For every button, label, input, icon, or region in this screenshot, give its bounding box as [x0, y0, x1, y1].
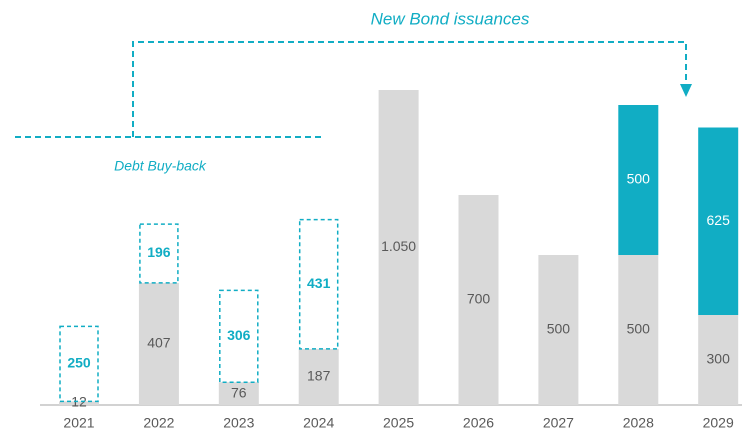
- value-label: 187: [307, 368, 331, 384]
- bar-segment: [618, 105, 659, 255]
- bar-segment: [698, 315, 739, 405]
- value-label: 500: [627, 171, 651, 187]
- x-tick-label: 2025: [383, 415, 414, 431]
- buyback-box: [139, 223, 179, 284]
- value-label: 407: [147, 335, 171, 351]
- value-label: 700: [467, 291, 491, 307]
- bar-segment: [698, 127, 739, 315]
- x-tick-label: 2027: [543, 415, 574, 431]
- buyback-box: [298, 218, 339, 350]
- bond-arrow-line: [132, 41, 687, 137]
- bond-arrow-head: [680, 84, 692, 97]
- bar-segment: [618, 255, 659, 405]
- buyback-annotation: Debt Buy-back: [114, 158, 207, 174]
- value-label: 196: [147, 244, 171, 260]
- value-label: 300: [707, 351, 731, 367]
- x-tick-label: 2021: [63, 415, 94, 431]
- bar-segment: [218, 382, 259, 405]
- buyback-box: [219, 289, 259, 383]
- bar-segment: [298, 348, 339, 405]
- x-tick-label: 2026: [463, 415, 494, 431]
- value-label: 500: [627, 321, 651, 337]
- bar-segment: [538, 255, 579, 405]
- bond-annotation: New Bond issuances: [371, 9, 530, 28]
- value-label: 500: [547, 321, 571, 337]
- value-label: 250: [67, 355, 91, 371]
- x-tick-label: 2029: [703, 415, 734, 431]
- bar-segment: [59, 401, 99, 405]
- value-label: 12: [71, 394, 87, 410]
- value-label: 76: [231, 384, 247, 400]
- value-label: 1.050: [381, 238, 416, 254]
- value-label: 306: [227, 327, 251, 343]
- x-tick-label: 2028: [623, 415, 654, 431]
- value-label: 625: [707, 212, 731, 228]
- bar-segment: [378, 90, 419, 405]
- x-tick-label: 2024: [303, 415, 334, 431]
- value-label: 431: [307, 275, 331, 291]
- bar-segment: [458, 195, 499, 405]
- x-tick-label: 2022: [143, 415, 174, 431]
- bar-segment: [138, 282, 179, 405]
- x-tick-label: 2023: [223, 415, 254, 431]
